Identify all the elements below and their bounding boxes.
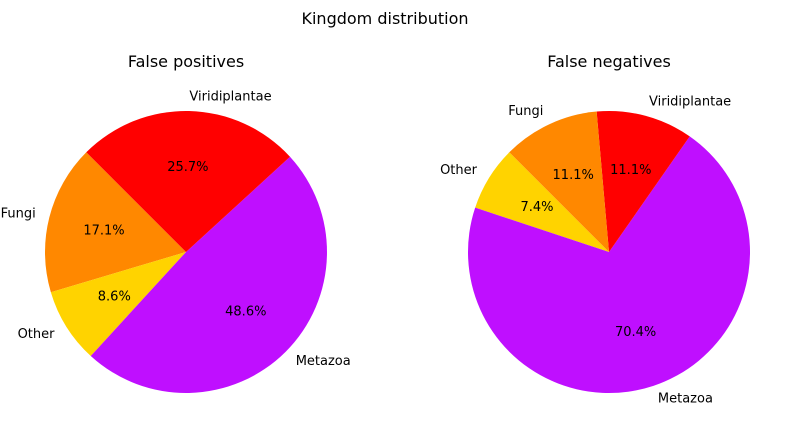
slice-label-viridiplantae: Viridiplantae bbox=[649, 95, 731, 110]
slice-pct-metazoa: 70.4% bbox=[615, 325, 656, 340]
slice-label-fungi: Fungi bbox=[508, 104, 543, 119]
slice-label-other: Other bbox=[440, 163, 478, 178]
pie-slice-fungi bbox=[509, 111, 609, 252]
slice-label-metazoa: Metazoa bbox=[296, 354, 351, 369]
pie-false-positives: Fungi 17.1% Other 8.6% Metazoa 48.6% Viridipla… bbox=[1, 89, 351, 393]
chart-suptitle: Kingdom distribution bbox=[301, 9, 468, 28]
pie-slice-metazoa bbox=[468, 136, 751, 394]
slice-label-other: Other bbox=[18, 327, 56, 342]
pie-slice-viridiplantae bbox=[596, 111, 690, 252]
pie-slice-viridiplantae bbox=[86, 111, 290, 252]
slice-label-fungi: Fungi bbox=[1, 206, 36, 221]
pie-slice-other bbox=[475, 152, 609, 252]
pie-slice-metazoa bbox=[90, 156, 327, 393]
pie-title-false-positives: False positives bbox=[128, 52, 244, 71]
slice-pct-viridiplantae: 11.1% bbox=[610, 163, 651, 178]
slice-pct-other: 8.6% bbox=[98, 289, 131, 304]
slice-pct-fungi: 17.1% bbox=[83, 224, 124, 239]
pie-slice-other bbox=[50, 252, 186, 356]
slice-pct-other: 7.4% bbox=[520, 200, 553, 215]
pie-slice-fungi bbox=[45, 152, 187, 293]
slice-pct-fungi: 11.1% bbox=[553, 168, 594, 183]
slice-label-viridiplantae: Viridiplantae bbox=[189, 89, 271, 104]
slice-pct-metazoa: 48.6% bbox=[225, 304, 266, 319]
pie-title-false-negatives: False negatives bbox=[547, 52, 671, 71]
slice-pct-viridiplantae: 25.7% bbox=[167, 160, 208, 175]
pie-false-negatives: Other 7.4% Metazoa 70.4% Viridiplantae 11.1% F… bbox=[440, 95, 751, 407]
slice-label-metazoa: Metazoa bbox=[658, 392, 713, 407]
